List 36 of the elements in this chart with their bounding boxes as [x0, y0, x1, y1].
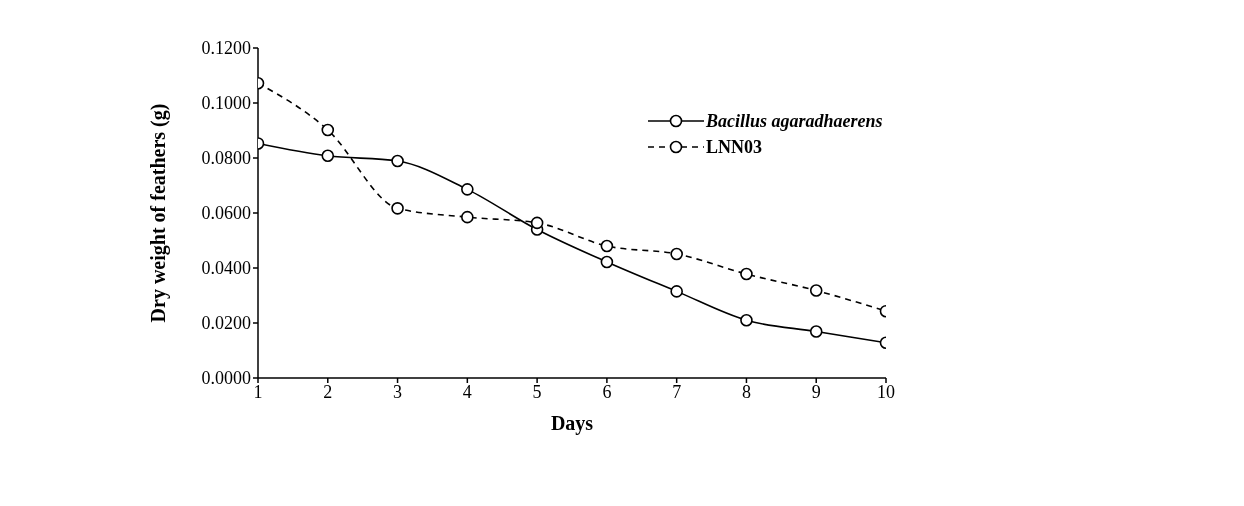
legend-label: Bacillus agaradhaerens [706, 110, 883, 132]
x-tick-label: 6 [602, 381, 612, 402]
point [321, 149, 335, 163]
x-tick-label: 8 [741, 381, 751, 402]
point [809, 325, 823, 338]
point [809, 284, 823, 297]
point [391, 202, 404, 215]
legend-label: LNN03 [706, 136, 763, 158]
point [461, 210, 474, 224]
x-axis-title: Days [550, 412, 594, 435]
x-tick-label: 10 [877, 381, 895, 402]
x-tick-label: 1 [253, 381, 263, 402]
point [670, 285, 683, 298]
point [391, 154, 404, 168]
point [600, 255, 614, 269]
point [670, 247, 683, 261]
point [740, 313, 753, 327]
point [740, 267, 753, 281]
y-axis-title: Dry weight of feathers (g) [147, 103, 171, 323]
x-tick-label: 4 [462, 381, 472, 402]
y-tick-label: 0.0600 [201, 203, 251, 224]
point [321, 123, 335, 137]
x-tick-label: 5 [532, 381, 542, 402]
point [461, 183, 474, 196]
point [600, 239, 614, 253]
y-tick-label: 0.0000 [201, 368, 251, 389]
y-tick-label: 0.1000 [201, 93, 251, 114]
x-tick-label: 7 [672, 381, 682, 402]
x-tick-label: 2 [323, 381, 333, 402]
y-tick-label: 0.0800 [201, 148, 251, 169]
y-tick-label: 0.1200 [201, 38, 251, 59]
x-tick-label: 9 [811, 381, 821, 402]
x-tick-label: 3 [393, 381, 403, 402]
point [530, 216, 544, 230]
y-tick-label: 0.0200 [201, 313, 251, 334]
y-tick-label: 0.0400 [201, 258, 251, 279]
